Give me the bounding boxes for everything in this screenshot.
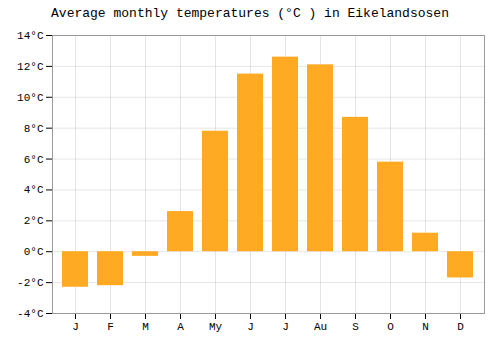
svg-text:N: N (422, 321, 429, 333)
svg-text:S: S (352, 321, 359, 333)
svg-text:-2°C: -2°C (17, 277, 44, 289)
svg-text:8°C: 8°C (24, 123, 44, 135)
svg-text:2°C: 2°C (24, 215, 44, 227)
svg-text:F: F (107, 321, 114, 333)
svg-text:-4°C: -4°C (17, 308, 44, 320)
svg-text:0°C: 0°C (24, 246, 44, 258)
html-text:Average monthly temperatures (: Average monthly temperatures (°C ) in Ei… (51, 6, 449, 21)
svg-text:O: O (387, 321, 394, 333)
svg-text:J: J (282, 321, 289, 333)
svg-text:My: My (209, 321, 223, 333)
svg-text:4°C: 4°C (24, 184, 44, 196)
svg-text:J: J (247, 321, 254, 333)
svg-text:12°C: 12°C (17, 61, 44, 73)
svg-text:Au: Au (314, 321, 327, 333)
svg-text:6°C: 6°C (24, 154, 44, 166)
svg-text:14°C: 14°C (17, 30, 44, 42)
svg-text:J: J (72, 321, 79, 333)
svg-text:M: M (142, 321, 149, 333)
svg-text:10°C: 10°C (17, 92, 44, 104)
svg-text:A: A (177, 321, 184, 333)
svg-text:D: D (457, 321, 464, 333)
